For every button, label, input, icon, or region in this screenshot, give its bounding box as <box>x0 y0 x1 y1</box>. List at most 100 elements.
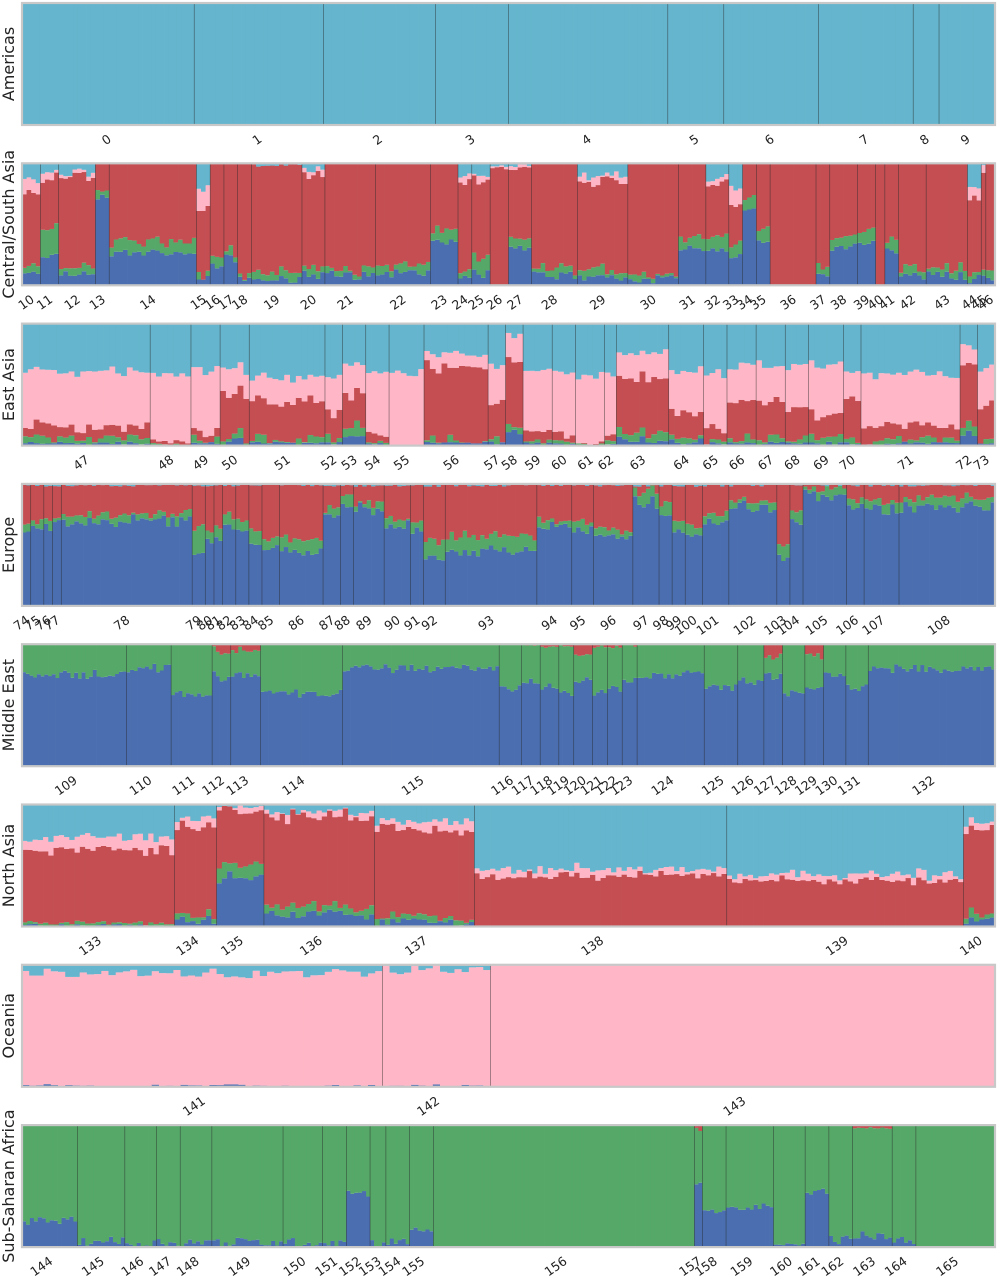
bar-segment <box>541 522 546 529</box>
bar-segment <box>625 644 631 683</box>
bar-segment <box>370 163 376 268</box>
bar-segment <box>868 486 874 502</box>
bar-segment <box>614 278 619 286</box>
bar-segment <box>130 964 138 970</box>
bar-segment <box>741 1125 747 1210</box>
bar-segment <box>272 379 279 405</box>
bar-segment <box>311 163 317 173</box>
bar-segment <box>549 270 555 277</box>
bar-segment <box>337 809 344 817</box>
bar-segment <box>821 804 828 876</box>
bar-segment <box>290 1238 296 1248</box>
bar-segment <box>357 3 363 125</box>
bar-segment <box>32 923 39 927</box>
bar-segment <box>150 443 157 446</box>
bar-segment <box>265 275 271 282</box>
bar-segment <box>903 264 909 274</box>
bar-segment <box>889 804 896 874</box>
bar-segment <box>562 646 567 691</box>
bar-segment <box>563 441 571 446</box>
bar-segment <box>321 905 328 913</box>
bar-segment <box>113 517 119 527</box>
bar-segment <box>432 915 438 923</box>
bar-segment <box>972 163 977 188</box>
bar-segment <box>300 916 307 927</box>
bar-segment <box>359 393 367 428</box>
bar-segment <box>552 323 559 371</box>
bar-segment <box>383 323 390 372</box>
bar-segment <box>85 833 91 849</box>
bar-segment <box>265 165 271 276</box>
bar-segment <box>44 644 49 675</box>
bar-segment <box>916 877 922 927</box>
bar-segment <box>269 165 275 272</box>
bar-segment <box>253 485 258 532</box>
bar-segment <box>645 504 651 606</box>
bar-segment <box>357 484 363 502</box>
bar-segment <box>30 520 36 526</box>
bar-segment <box>425 270 431 286</box>
bar-segment <box>112 3 118 125</box>
bar-segment <box>432 644 437 671</box>
bar-segment <box>523 441 530 443</box>
bar-segment <box>600 263 606 276</box>
bar-segment <box>435 442 442 444</box>
bar-segment <box>58 971 66 1087</box>
bar-segment <box>223 964 232 978</box>
bar-segment <box>584 677 589 767</box>
bar-segment <box>174 692 179 767</box>
bar-segment <box>85 804 91 834</box>
bar-segment <box>976 274 982 286</box>
bar-segment <box>22 178 27 195</box>
bar-segment <box>115 373 122 426</box>
bar-segment <box>883 644 888 669</box>
bar-segment <box>552 431 559 441</box>
bar-segment <box>86 265 92 275</box>
bar-segment <box>532 878 538 927</box>
bar-segment <box>384 518 389 529</box>
bar-segment <box>969 3 974 125</box>
bar-segment <box>865 964 873 1087</box>
bar-segment <box>765 241 771 286</box>
bar-segment <box>977 483 983 500</box>
bar-segment <box>627 1125 632 1248</box>
bar-segment <box>826 879 833 927</box>
bar-segment <box>537 804 544 867</box>
tick-label: 86 <box>285 612 307 633</box>
bar-segment <box>297 644 302 698</box>
bar-segment <box>283 270 289 279</box>
bar-segment <box>645 442 652 446</box>
bar-segment <box>895 443 903 446</box>
bar-segment <box>22 3 27 125</box>
bar-segment <box>338 1125 343 1241</box>
bar-segment <box>244 484 250 521</box>
bar-segment <box>903 502 909 606</box>
bar-segment <box>989 824 996 914</box>
bar-segment <box>67 268 73 276</box>
tick-label: 135 <box>218 933 246 959</box>
bar-segment <box>35 194 41 267</box>
bar-segment <box>901 374 908 429</box>
bar-segment <box>80 443 87 446</box>
bar-segment <box>968 496 974 502</box>
bar-segment <box>349 507 354 606</box>
bar-segment <box>91 518 97 524</box>
bar-segment <box>201 191 206 211</box>
bar-segment <box>679 867 686 876</box>
bar-segment <box>602 536 608 606</box>
bar-segment <box>715 439 722 444</box>
bar-segment <box>479 804 486 871</box>
bar-segment <box>444 228 450 245</box>
bar-segment <box>584 868 591 878</box>
bar-segment <box>462 271 468 276</box>
bar-segment <box>591 186 597 268</box>
bar-segment <box>525 683 530 767</box>
bar-segment <box>274 812 281 821</box>
bar-segment <box>607 1125 612 1248</box>
bar-segment <box>241 3 247 125</box>
bar-segment <box>270 547 276 606</box>
bar-segment <box>323 512 328 515</box>
bar-segment <box>218 528 224 541</box>
bar-segment <box>640 677 645 767</box>
